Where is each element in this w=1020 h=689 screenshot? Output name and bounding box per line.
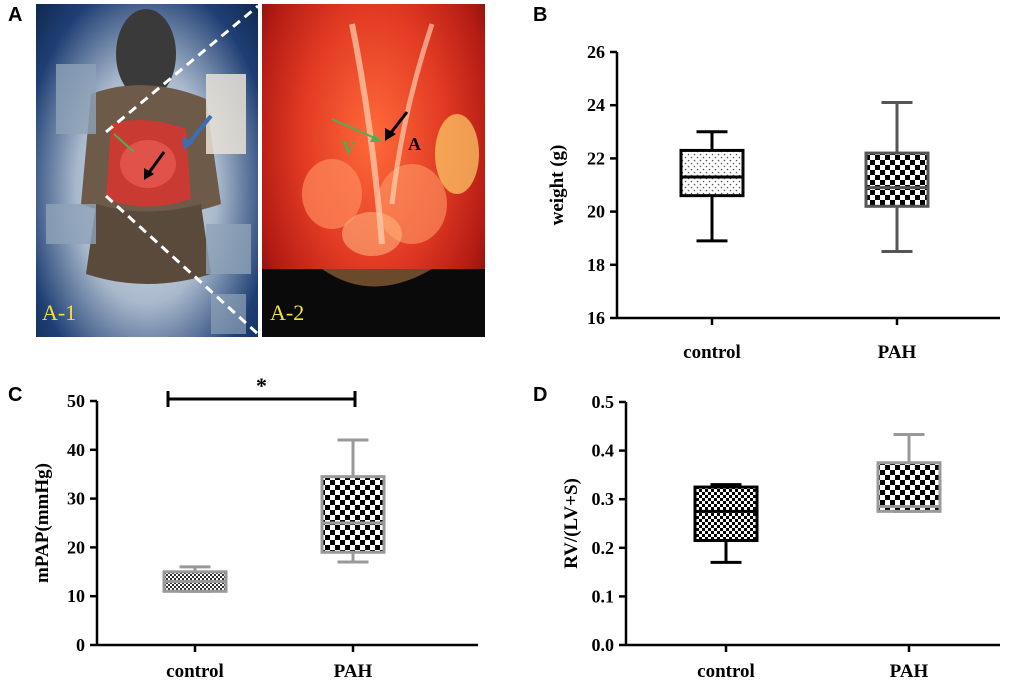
- significance-label: *: [256, 373, 267, 398]
- box: [679, 148, 745, 198]
- y-tick-label: 0.1: [592, 586, 615, 606]
- photo-label-a2: A-2: [270, 300, 305, 325]
- x-category-label: control: [683, 342, 741, 363]
- box: [693, 485, 759, 543]
- y-tick-label: 10: [67, 586, 85, 606]
- x-category-label: control: [697, 661, 755, 682]
- y-tick-label: 22: [587, 148, 605, 168]
- photo-dissection-a2: V A A-2: [262, 4, 485, 337]
- y-tick-label: 0.2: [592, 538, 615, 558]
- y-tick-label: 26: [587, 42, 605, 62]
- photo-dissection-a1: A-1: [36, 4, 258, 337]
- panel-label-b: B: [533, 4, 548, 26]
- vessel-letter-v: V: [342, 138, 355, 158]
- x-category-label: control: [166, 661, 224, 682]
- y-tick-label: 0: [76, 635, 85, 655]
- chart-b: 16 18 20 22 24 26 weight (g) control PAH: [547, 42, 1000, 363]
- magnified-vessels-illustration: V A: [262, 23, 485, 337]
- panel-label-a: A: [8, 4, 23, 26]
- y-tick-label: 0.4: [592, 441, 615, 461]
- y-tick-label: 0.0: [592, 635, 615, 655]
- y-tick-label: 24: [587, 95, 605, 115]
- y-tick-label: 18: [587, 255, 605, 275]
- y-tick-label: 0.3: [592, 489, 615, 509]
- photo-label-a1: A-1: [42, 300, 77, 325]
- y-tick-label: 50: [67, 391, 85, 411]
- panel-label-c: C: [8, 384, 23, 406]
- box: [320, 475, 386, 554]
- x-category-label: PAH: [334, 661, 373, 682]
- box: [864, 151, 930, 208]
- y-tick-label: 16: [587, 308, 605, 328]
- box: [876, 461, 942, 513]
- y-axis-label: RV/(LV+S): [561, 478, 582, 569]
- y-axis-label: mPAP(mmHg): [32, 463, 53, 583]
- chart-c: 0 10 20 30 40 50 mPAP(mmHg) control PAH *: [32, 373, 478, 682]
- x-category-label: PAH: [890, 661, 929, 682]
- y-tick-label: 0.5: [592, 392, 615, 412]
- y-tick-label: 40: [67, 440, 85, 460]
- chart-d: 0.0 0.1 0.2 0.3 0.4 0.5 RV/(LV+S) control PAH: [561, 392, 1000, 682]
- x-category-label: PAH: [878, 342, 917, 363]
- mouse-illustration: [46, 4, 258, 336]
- y-axis-label: weight (g): [547, 145, 568, 226]
- y-tick-label: 20: [67, 537, 85, 557]
- y-tick-label: 20: [587, 202, 605, 222]
- y-tick-label: 30: [67, 489, 85, 509]
- vessel-letter-a: A: [408, 134, 421, 154]
- panel-label-d: D: [533, 384, 548, 406]
